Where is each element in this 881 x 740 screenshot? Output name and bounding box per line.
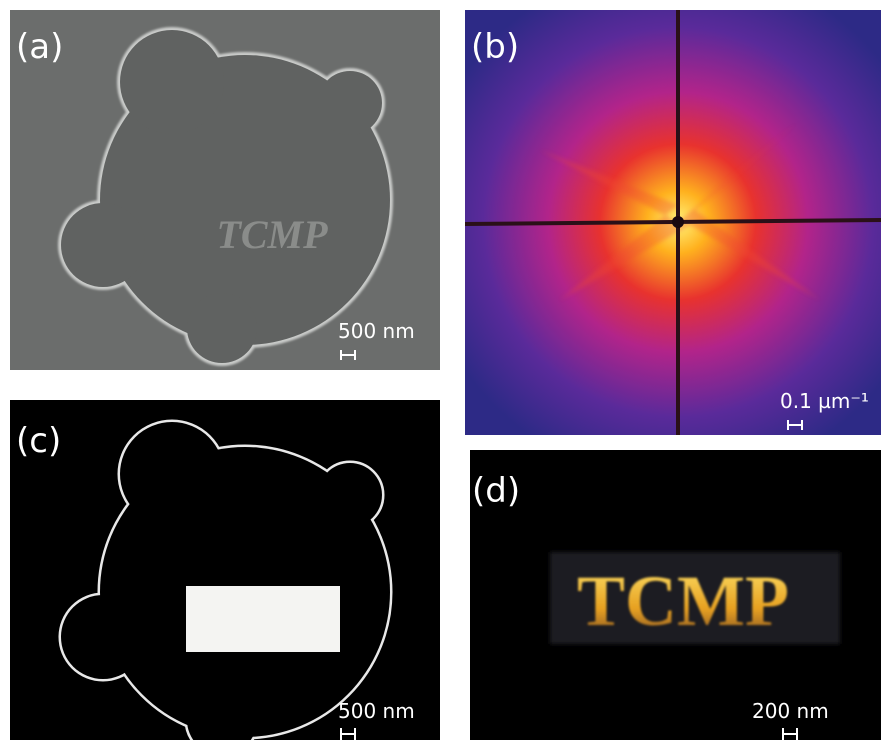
engraved-text: TCMP <box>216 212 328 257</box>
scale-bar-label: 200 nm <box>752 699 829 723</box>
panel-label: (d) <box>472 471 520 511</box>
panel-c: (c) 500 nm <box>10 400 440 740</box>
panel-a: TCMP (a) 500 nm <box>10 10 440 370</box>
figure: TCMP (a) 500 nm (b) 0.1 µm⁻¹ (c) 500 nm … <box>0 0 881 740</box>
scale-bar-label: 500 nm <box>338 319 415 343</box>
panel-d: TCMP (d) 200 nm <box>470 450 881 740</box>
panel-label: (b) <box>471 27 519 67</box>
page: {"panels": [ {"label": "(a)", "text": "T… <box>0 0 881 740</box>
panel-b: (b) 0.1 µm⁻¹ <box>465 10 881 435</box>
scale-bar-label: 0.1 µm⁻¹ <box>780 389 869 413</box>
panel-label: (a) <box>16 27 63 67</box>
scale-bar-label: 500 nm <box>338 699 415 723</box>
beamstop-center <box>672 216 684 228</box>
reconstructed-text: TCMP <box>577 561 789 641</box>
panel-label: (c) <box>16 421 61 461</box>
reconstruction-window <box>186 586 340 652</box>
